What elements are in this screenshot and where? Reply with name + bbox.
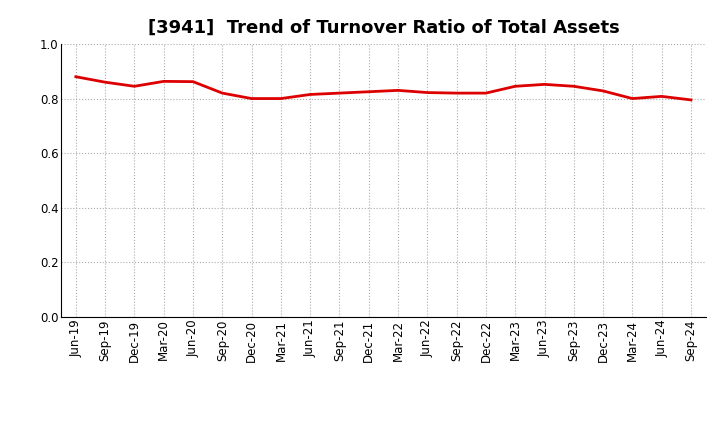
Title: [3941]  Trend of Turnover Ratio of Total Assets: [3941] Trend of Turnover Ratio of Total … bbox=[148, 19, 619, 37]
